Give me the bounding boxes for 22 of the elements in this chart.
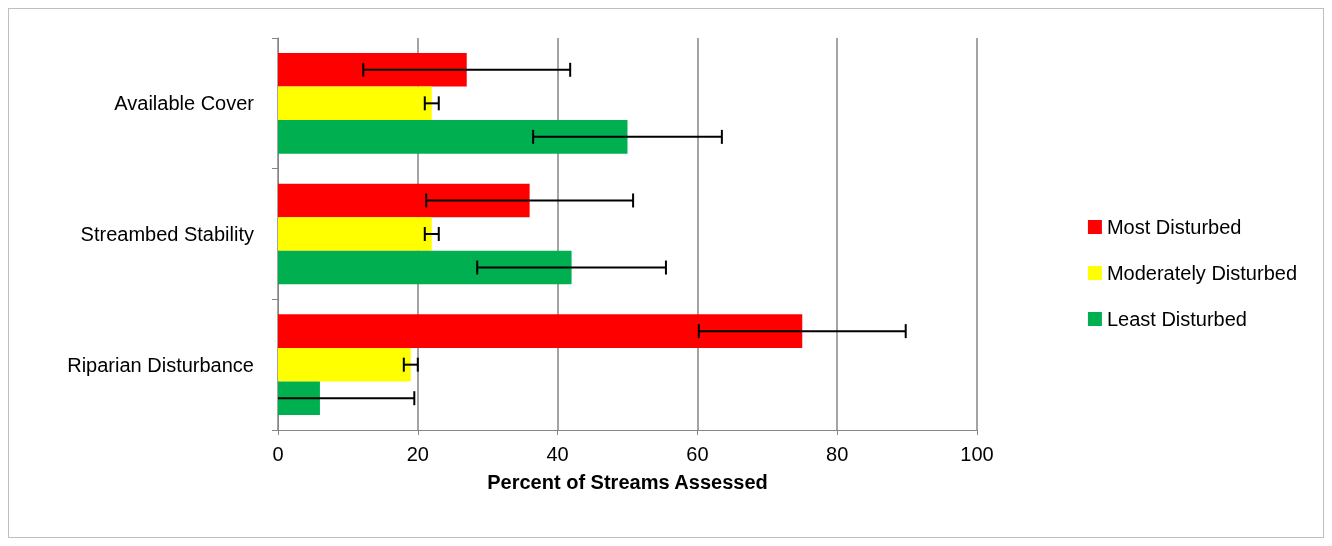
bar [278,217,432,251]
x-tick-label: 0 [272,443,284,465]
legend-label: Least Disturbed [1106,308,1247,330]
y-tick-label: Streambed Stability [80,223,254,245]
x-axis-title: Percent of Streams Assessed [487,471,768,493]
x-tick-label: 20 [406,443,429,465]
legend-label: Moderately Disturbed [1106,262,1298,284]
bar [278,86,432,121]
y-tick-label: Riparian Disturbance [67,353,254,376]
x-tick-label: 100 [960,443,994,465]
bar [278,53,467,87]
bar [278,120,628,154]
bar [278,381,320,415]
bar [278,314,803,348]
x-tick-label: 80 [826,443,849,465]
bar [278,347,411,382]
bar [278,183,530,218]
x-tick-label: 40 [546,443,569,465]
legend-label: Most Disturbed [1106,216,1242,238]
y-tick-label: Available Cover [114,92,255,115]
bar [278,250,572,285]
x-tick-label: 60 [686,443,709,465]
